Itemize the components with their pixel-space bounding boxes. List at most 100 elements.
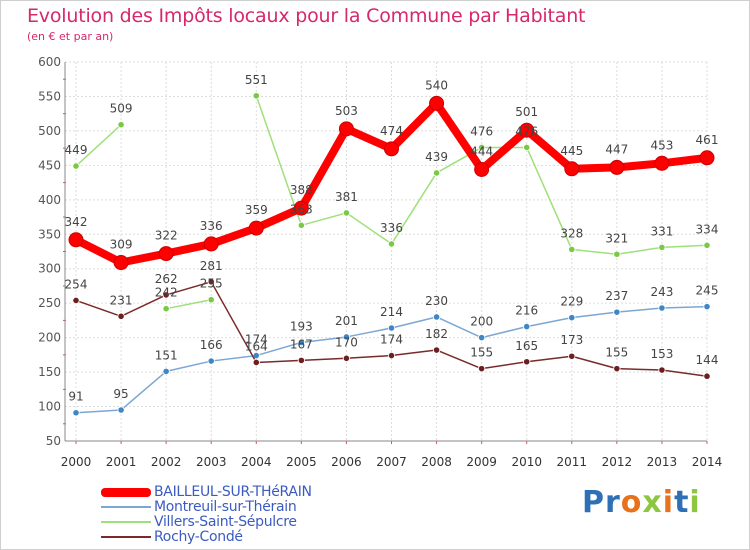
y-tick-label-600: 600 — [38, 55, 61, 69]
series-0-segment — [300, 212, 348, 227]
series-2-segment — [75, 299, 122, 318]
series-1-segment — [435, 316, 483, 339]
series-2-segment — [390, 349, 438, 357]
series-3-segment — [567, 163, 621, 173]
logo-letter: o — [620, 485, 643, 520]
y-tick-label-450: 450 — [38, 158, 61, 172]
series-1-point-2002 — [162, 367, 170, 376]
y-tick-label-350: 350 — [38, 227, 61, 241]
series-2-segment — [661, 369, 708, 377]
series-0-label-2010: 476 — [515, 124, 538, 138]
series-1-label-2003: 166 — [200, 338, 223, 352]
series-3-point-2010 — [519, 122, 535, 138]
series-3-label-2011: 445 — [560, 144, 583, 158]
series-3-point-2009 — [474, 161, 490, 177]
series-3-segment — [297, 124, 351, 213]
y-tick-label-500: 500 — [38, 124, 61, 138]
series-3-segment — [252, 204, 306, 233]
series-2-point-2014 — [703, 372, 711, 380]
series-2-label-2006: 170 — [335, 335, 358, 349]
series-2-label-2003: 281 — [200, 259, 223, 273]
series-3-segment — [612, 159, 666, 172]
y-tick-label-250: 250 — [38, 296, 61, 310]
axes-layer: 50 100 150 200 250 300 350 400 450 500 550 600 2000 2… — [38, 55, 722, 469]
series-2-segment — [571, 355, 618, 370]
series-2-label-2011: 173 — [560, 333, 583, 347]
series-0-label-2009: 476 — [470, 124, 493, 138]
series-0-point-2001 — [117, 121, 125, 129]
series-3-label-2001: 309 — [110, 238, 133, 252]
series-2-point-2006 — [342, 354, 351, 362]
series-2-segment — [210, 281, 258, 364]
series-2-point-2011 — [568, 352, 576, 360]
x-tick-label-2001: 2001 — [106, 455, 137, 469]
series-0-label-2007: 336 — [380, 221, 403, 235]
series-1-label-2006: 201 — [335, 314, 358, 328]
series-3-label-2000: 342 — [65, 215, 88, 229]
series-3-segment — [162, 239, 216, 258]
series-1-point-2009 — [478, 334, 486, 342]
series-2-label-2012: 155 — [605, 346, 628, 360]
series-0-label-2005: 363 — [290, 202, 313, 216]
series-1-segment — [661, 305, 708, 309]
series-1-point-2001 — [117, 406, 125, 414]
series-0-point-2013 — [658, 243, 666, 251]
y-tick-label-100: 100 — [38, 400, 61, 414]
proxiti-logo: Proxiti — [582, 485, 701, 520]
series-3-point-2013 — [654, 155, 670, 171]
logo-letter: i — [689, 485, 701, 520]
x-tick-label-2007: 2007 — [376, 455, 407, 469]
series-1-label-2002: 151 — [155, 348, 178, 362]
series-3-segment — [522, 126, 576, 173]
series-1-point-2013 — [658, 304, 666, 312]
series-2-label-2002: 262 — [155, 272, 178, 286]
series-3-label-2009: 444 — [470, 144, 493, 158]
series-3-label-2002: 322 — [155, 229, 178, 243]
y-tick-label-150: 150 — [38, 365, 61, 379]
series-2-point-2004 — [252, 358, 260, 367]
series-layer — [68, 92, 715, 417]
series-0-label-2011: 328 — [560, 226, 583, 240]
series-3-point-2007 — [384, 141, 399, 157]
series-2-segment — [435, 349, 483, 370]
series-3-label-2007: 474 — [380, 124, 403, 138]
series-3-point-2011 — [564, 161, 580, 177]
series-2-point-2000 — [72, 296, 80, 305]
x-tick-label-2013: 2013 — [647, 455, 678, 469]
series-1-point-2010 — [523, 323, 531, 331]
series-1-label-2011: 229 — [560, 295, 583, 309]
series-3-point-2003 — [203, 236, 219, 252]
y-tick-label-300: 300 — [38, 262, 61, 276]
legend-label-montreuil: Montreuil-sur-Thérain — [154, 499, 297, 515]
series-3-label-2008: 540 — [425, 78, 448, 92]
series-2-label-2009: 155 — [470, 346, 493, 360]
series-1-label-2010: 216 — [515, 304, 538, 318]
series-0-label-2002: 242 — [155, 286, 178, 300]
series-3-segment — [117, 249, 171, 267]
y-tick-label-200: 200 — [38, 331, 61, 345]
series-0-label-2003: 255 — [200, 277, 223, 291]
series-2-point-2007 — [387, 351, 396, 360]
series-3-label-2006: 503 — [335, 104, 358, 118]
series-1-label-2014: 245 — [696, 284, 719, 298]
series-2-segment — [255, 359, 303, 364]
series-3-segment — [387, 99, 441, 153]
series-1-point-2005 — [297, 338, 305, 347]
series-2-label-2013: 153 — [650, 347, 673, 361]
logo-letter: t — [674, 485, 690, 520]
series-1-segment — [300, 336, 348, 344]
series-1-segment — [571, 311, 618, 319]
series-0-label-2013: 331 — [650, 224, 673, 238]
series-3-point-2006 — [338, 121, 354, 137]
series-2-label-2010: 165 — [515, 339, 538, 353]
series-1-label-2008: 230 — [425, 294, 448, 308]
x-tick-label-2004: 2004 — [241, 455, 272, 469]
series-2-label-2005: 167 — [290, 337, 313, 351]
legend-label-rochy: Rochy-Condé — [154, 529, 243, 545]
series-0-segment — [525, 146, 573, 251]
series-1-label-2009: 200 — [470, 315, 493, 329]
series-0-point-2011 — [568, 245, 576, 254]
series-2-label-2007: 174 — [380, 333, 403, 347]
series-2-point-2010 — [523, 358, 531, 366]
